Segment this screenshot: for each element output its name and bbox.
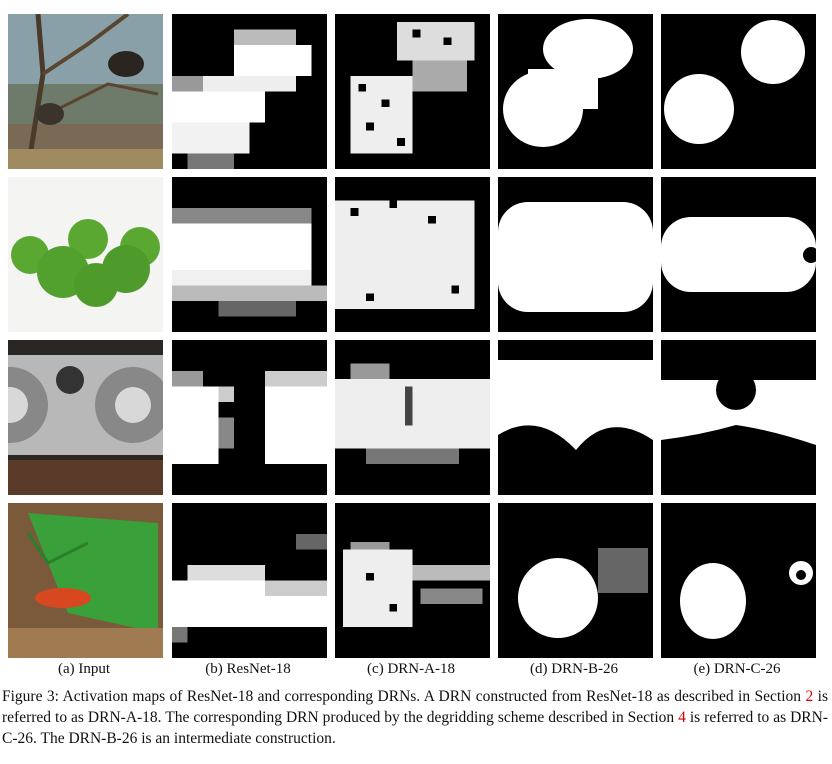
subfigure-label-drn-b-26: (d) DRN-B-26 [494,660,654,678]
drn-c-26-map-row1 [661,14,816,169]
input-image-apples [8,177,163,332]
drn-c-26-map-row4 [661,503,816,658]
drn-a-18-map-row4 [335,503,490,658]
resnet-18-map-row4 [172,503,327,658]
drn-c-26-map-row2 [661,177,816,332]
resnet-18-map-row3 [172,340,327,495]
resnet-18-map-row1 [172,14,327,169]
drn-c-26-map-row3 [661,340,816,495]
input-image-speaker [8,340,163,495]
drn-a-18-map-row3 [335,340,490,495]
input-image-porcupines [8,14,163,169]
drn-b-26-map-row1 [498,14,653,169]
input-image-salamander [8,503,163,658]
subfigure-label-drn-c-26: (e) DRN-C-26 [657,660,817,678]
drn-b-26-map-row3 [498,340,653,495]
subfigure-label-input: (a) Input [4,660,164,678]
drn-b-26-map-row2 [498,177,653,332]
subfigure-label-drn-a-18: (c) DRN-A-18 [331,660,491,678]
drn-b-26-map-row4 [498,503,653,658]
resnet-18-map-row2 [172,177,327,332]
drn-a-18-map-row2 [335,177,490,332]
figure-caption: Figure 3: Activation maps of ResNet-18 a… [2,686,828,749]
drn-a-18-map-row1 [335,14,490,169]
subfigure-label-resnet-18: (b) ResNet-18 [168,660,328,678]
caption-text-1: Figure 3: Activation maps of ResNet-18 a… [2,688,805,705]
section-4-link[interactable]: 4 [678,709,686,726]
